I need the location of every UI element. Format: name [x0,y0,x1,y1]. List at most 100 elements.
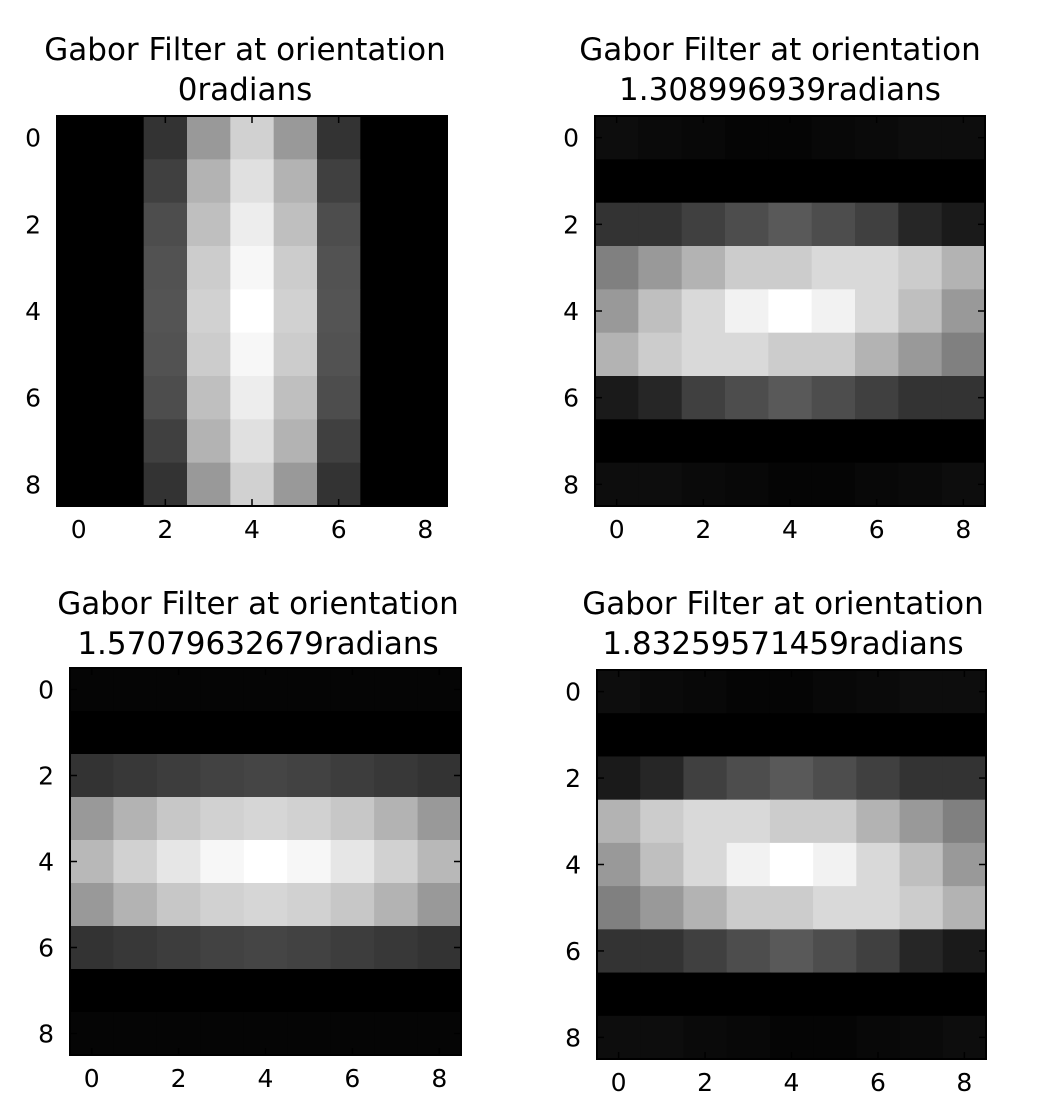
heatmap-cell [317,289,361,334]
heatmap-cell [726,756,771,801]
x-tick-label: 6 [331,515,347,544]
heatmap-cell [143,246,188,290]
x-tick-label: 8 [956,1068,972,1097]
heatmap-cell [941,246,986,290]
heatmap-cell [70,840,115,884]
heatmap-cell [768,246,813,290]
heatmap-cell [113,711,158,755]
heatmap-cell [273,462,318,507]
y-tick-label: 2 [563,210,579,239]
heatmap-cell [374,754,419,798]
y-tick-label: 2 [38,762,54,791]
heatmap-cell [273,289,318,334]
heatmap-cell [683,756,728,801]
y-tick-label: 2 [25,210,41,239]
x-tick-label: 4 [784,1068,800,1097]
heatmap-cell [317,116,361,160]
heatmap-cell [898,419,943,464]
heatmap-cell [941,159,986,204]
chart-title-line-2: 0radians [177,72,313,108]
heatmap-cell [143,376,188,420]
heatmap-cell [899,972,944,1017]
heatmap-cell [374,797,419,841]
heatmap-cell [403,419,448,464]
heatmap-cell [856,670,901,714]
heatmap-cell [200,969,245,1013]
heatmap-cell [156,711,201,755]
heatmap-cell [374,926,419,970]
heatmap-cell [70,754,115,798]
y-tick-label: 4 [25,297,41,326]
heatmap-cell [813,713,857,758]
heatmap-cell [855,289,899,334]
heatmap-cell [726,842,771,887]
heatmap-cell [100,246,145,290]
heatmap-cell [899,799,944,844]
heatmap-cell [855,246,899,290]
heatmap-cell [113,883,158,927]
heatmap-cell [597,886,641,930]
heatmap-cell [726,1015,771,1060]
heatmap-cell [683,972,728,1017]
heatmap-cell [187,116,231,160]
chart-title: Gabor Filter at orientation 0radians [5,30,485,110]
heatmap-cell [595,116,639,160]
heatmap-cell [640,886,685,930]
heatmap-cell [769,886,814,930]
heatmap-cell [70,711,115,755]
x-tick-label: 6 [344,1064,360,1093]
heatmap-cell [638,159,683,204]
heatmap-cell [640,972,685,1017]
heatmap-cell [768,159,813,204]
heatmap-cell [726,886,771,930]
heatmap-cell [143,116,188,160]
heatmap-cell [681,202,726,247]
heatmap-cell [683,670,728,714]
heatmap-cell [330,797,375,841]
heatmap-cell [725,289,769,334]
heatmap-cell [813,799,857,844]
heatmap-cell [243,668,288,712]
heatmap-cell [597,972,641,1017]
y-tick-label: 8 [25,470,41,499]
heatmap-cell [100,462,145,507]
heatmap-cell [638,419,683,464]
heatmap-cell [330,926,375,970]
heatmap-cell [769,972,814,1017]
heatmap-cell [243,797,288,841]
x-tick-label: 2 [171,1064,187,1093]
y-tick-label: 0 [38,676,54,705]
x-tick-label: 4 [782,515,798,544]
heatmap-cell [230,289,275,334]
heatmap-cell [287,883,332,927]
y-tick-label: 4 [563,297,579,326]
heatmap-cell [941,419,986,464]
y-tick-label: 2 [565,764,581,793]
heatmap-cell [317,159,361,204]
heatmap-cell [273,419,318,464]
heatmap-cell [725,246,769,290]
heatmap-cell [330,969,375,1013]
heatmap-cell [273,246,318,290]
heatmap-cell [360,289,405,334]
heatmap-cell [187,462,231,507]
heatmap-cell [287,1012,332,1056]
heatmap-cell [899,1015,944,1060]
heatmap-cell [942,886,987,930]
x-tick-label: 8 [955,515,971,544]
heatmap-cell [855,159,899,204]
heatmap-cell [855,419,899,464]
heatmap-cell [899,842,944,887]
x-tick-label: 6 [870,1068,886,1097]
heatmap-cell [360,419,405,464]
x-tick-label: 0 [84,1064,100,1093]
heatmap-cell [813,670,857,714]
heatmap-cell [725,376,769,420]
heatmap-cell [417,969,462,1013]
heatmap-cell [200,840,245,884]
heatmap-cell [683,929,728,974]
heatmap-cell [768,419,813,464]
heatmap-cell [640,670,685,714]
heatmap-cell [360,116,405,160]
heatmap-cell [638,332,683,377]
